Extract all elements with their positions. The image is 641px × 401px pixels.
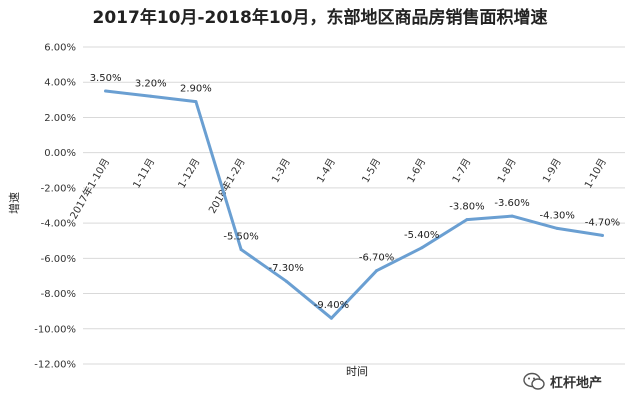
x-tick-label: 1-9月 [540,156,564,185]
data-point [239,248,243,252]
y-axis-ticks: 6.00% 4.00% 2.00% 0.00% -2.00% -4.00% -6.00% -8… [34,43,76,371]
y-tick-label: -12.00% [34,360,76,371]
series-line [104,89,604,320]
data-point [149,94,153,98]
data-label: -7.30% [269,263,304,274]
y-axis-title: 增速 [7,192,21,214]
y-tick-label: -4.00% [41,219,76,230]
data-label: -3.60% [494,198,529,209]
x-tick-label: 1-7月 [450,156,474,185]
data-label: -3.80% [449,202,484,213]
data-point [420,246,424,250]
x-tick-label: 1-12月 [176,156,203,190]
y-tick-label: -2.00% [41,183,76,194]
y-tick-label: -10.00% [34,324,76,335]
x-axis-title: 时间 [346,365,368,378]
wechat-icon [523,372,545,390]
data-point [555,226,559,230]
y-tick-label: 2.00% [44,113,76,124]
y-tick-label: -6.00% [41,254,76,265]
data-point [284,279,288,283]
data-labels: 3.50% 3.20% 2.90% -5.50% -7.30% -9.40% -6.70% -… [90,73,620,311]
y-tick-label: 0.00% [44,148,76,159]
series-line-layer [104,89,604,320]
data-label: -5.40% [404,230,439,241]
x-tick-label: 1-6月 [405,156,429,185]
y-tick-label: 4.00% [44,78,76,89]
x-tick-label: 1-3月 [269,156,293,185]
data-point [375,269,379,273]
data-label: -6.70% [359,253,394,264]
data-point [600,233,604,237]
data-point [465,218,469,222]
data-point [104,89,108,93]
y-tick-label: 6.00% [44,43,76,54]
data-point [194,100,198,104]
data-point [510,214,514,218]
watermark: 杠杆地产 [523,372,602,391]
data-label: -9.40% [314,300,349,311]
x-tick-label: 1-4月 [314,156,338,185]
watermark-text: 杠杆地产 [550,375,602,391]
data-label: 3.50% [90,73,122,84]
data-label: -4.70% [585,217,620,228]
x-tick-label: 1-11月 [131,156,158,190]
data-label: 2.90% [180,84,212,95]
x-tick-label: 1-8月 [495,156,519,185]
data-point [329,316,333,320]
data-label: 3.20% [135,78,167,89]
x-tick-label: 1-10月 [582,156,609,190]
gridlines [83,46,625,365]
data-label: -4.30% [540,210,575,221]
chart-title: 2017年10月-2018年10月，东部地区商品房销售面积增速 [93,7,548,28]
data-label: -5.50% [223,232,258,243]
x-tick-label: 1-5月 [360,156,384,185]
x-axis-ticks: 2017年1-10月 1-11月 1-12月 2018年1-2月 1-3月 1-4月 1-5… [67,156,609,222]
y-tick-label: -8.00% [41,289,76,300]
